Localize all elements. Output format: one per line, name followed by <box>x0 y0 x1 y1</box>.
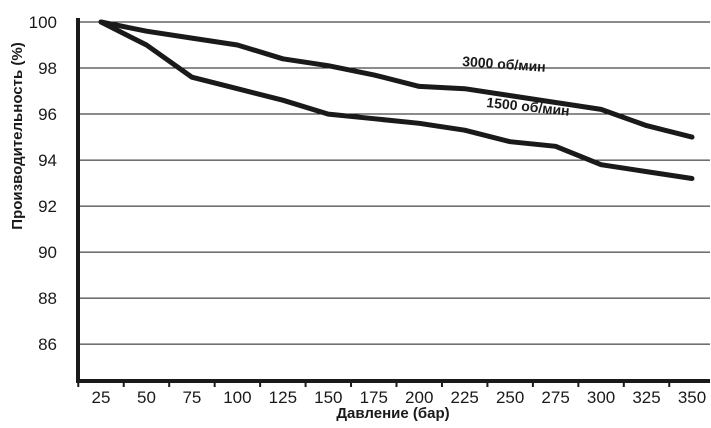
y-tick-label: 92 <box>38 197 57 216</box>
gridlines <box>78 21 710 345</box>
series-line-1 <box>98 19 695 140</box>
y-tick-label: 96 <box>38 105 57 124</box>
x-tick-label: 175 <box>360 388 388 407</box>
y-tick-label: 94 <box>38 151 57 170</box>
series-lines <box>98 19 695 181</box>
x-tick-label: 200 <box>405 388 433 407</box>
x-axis-title: Давление (бар) <box>336 405 449 422</box>
x-tick-label: 25 <box>92 388 111 407</box>
x-tick-label: 275 <box>541 388 569 407</box>
x-tick-label: 100 <box>223 388 251 407</box>
series-label-2: 1500 об/мин <box>486 94 571 119</box>
x-tick-label: 300 <box>587 388 615 407</box>
x-tick-label: 150 <box>314 388 342 407</box>
y-tick-label: 98 <box>38 59 57 78</box>
y-tick-label: 90 <box>38 243 57 262</box>
y-tick-label: 86 <box>38 335 57 354</box>
series-label-1: 3000 об/мин <box>462 53 546 75</box>
series-line-2 <box>98 19 695 181</box>
x-tick-label: 350 <box>678 388 706 407</box>
x-tick-label: 75 <box>182 388 201 407</box>
axes <box>76 18 710 387</box>
x-tick-label: 325 <box>632 388 660 407</box>
y-tick-label: 100 <box>29 13 57 32</box>
x-tick-label: 50 <box>137 388 156 407</box>
y-tick-label: 88 <box>38 289 57 308</box>
x-tick-label: 250 <box>496 388 524 407</box>
y-axis-title: Производительность (%) <box>9 42 26 229</box>
x-tick-label: 225 <box>451 388 479 407</box>
x-tick-label: 125 <box>269 388 297 407</box>
